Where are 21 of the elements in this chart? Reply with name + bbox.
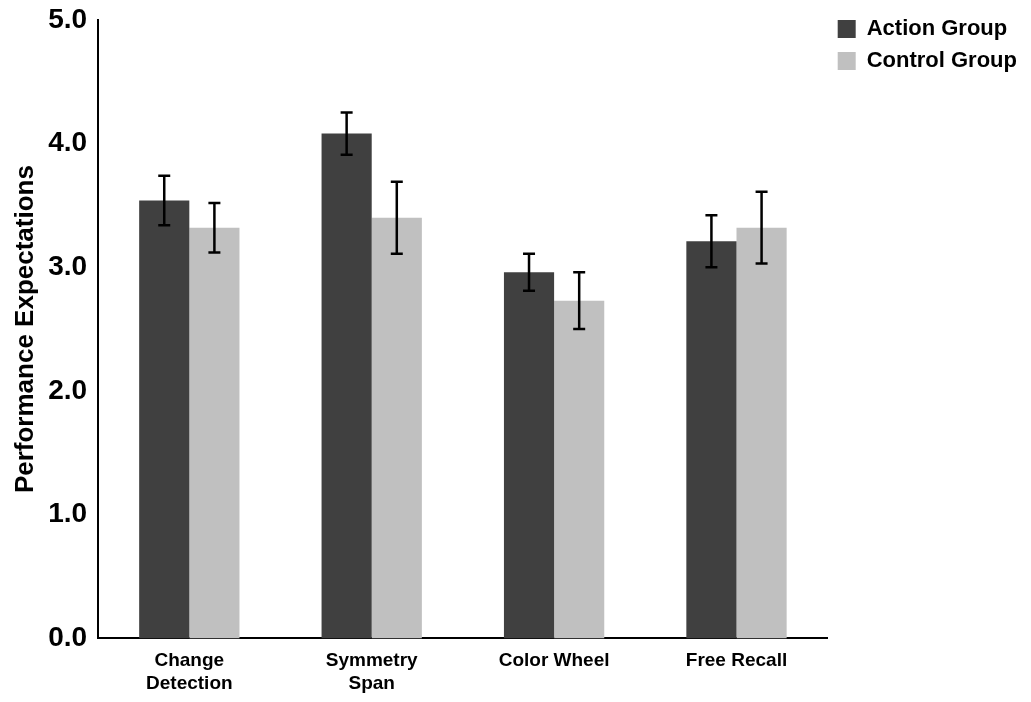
legend-label: Control Group <box>866 47 1018 73</box>
bar <box>736 227 787 639</box>
x-tick-label: Symmetry Span <box>325 649 419 693</box>
y-tick-label: 4.0 <box>48 126 88 158</box>
bar <box>686 241 737 639</box>
bar <box>371 217 422 639</box>
bar <box>554 300 605 639</box>
y-tick-label: 2.0 <box>48 373 88 405</box>
y-tick-label: 5.0 <box>48 2 88 34</box>
x-tick-label: Change Detection <box>146 649 233 693</box>
bar <box>503 272 555 639</box>
y-axis-title: Performance Expectations <box>8 165 39 494</box>
y-tick-label: 3.0 <box>48 249 88 281</box>
bar <box>189 227 240 639</box>
y-tick-label: 1.0 <box>48 497 88 529</box>
x-tick-label: Color Wheel <box>498 649 610 671</box>
y-tick-label: 0.0 <box>48 621 88 653</box>
x-tick-label: Free Recall <box>685 649 788 671</box>
bar <box>321 133 372 639</box>
bar <box>139 200 190 639</box>
legend-label: Action Group <box>866 15 1008 41</box>
